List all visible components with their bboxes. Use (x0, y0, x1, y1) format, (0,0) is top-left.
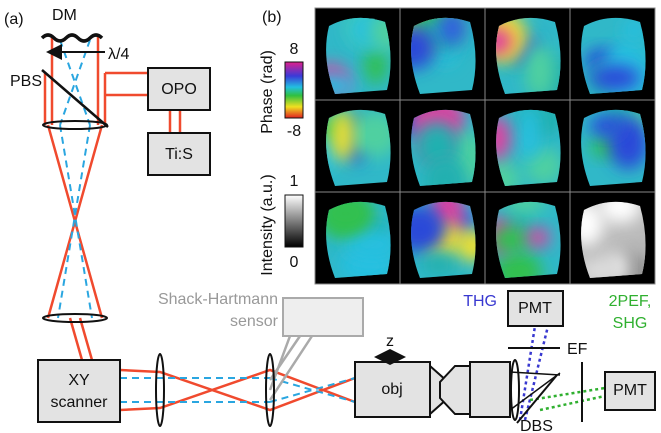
map-blob (589, 65, 641, 91)
map-blob (369, 17, 391, 52)
label: DM (52, 7, 77, 24)
pmt-box (507, 290, 564, 327)
phase-colorbar (284, 61, 304, 119)
pmt-box (604, 371, 656, 411)
label: Shack-Hartmann (158, 291, 278, 308)
map-blob (581, 201, 604, 247)
intensity-colorbar (284, 194, 304, 248)
colorbar-label: 8 (290, 41, 299, 58)
colorbar-label: 1 (290, 173, 299, 190)
label: OPO (161, 81, 197, 98)
panel-label: (b) (262, 9, 282, 26)
lens (265, 353, 275, 427)
shack-hartmann-box (282, 297, 364, 337)
label: sensor (230, 313, 279, 330)
label: z (386, 333, 394, 350)
map-blob (496, 27, 514, 56)
map-blob (598, 201, 642, 224)
colorbar-title: Intensity (a.u.) (259, 174, 276, 275)
phase-map (326, 201, 391, 278)
label: PBS (10, 73, 42, 90)
labels-a: (a) DM λ/4 PBS OPO Ti:S XY scanner Shack… (4, 7, 651, 433)
label: THG (463, 293, 497, 310)
condenser (439, 365, 471, 415)
condenser-box (469, 361, 511, 418)
lens (510, 359, 520, 421)
map-blob (496, 116, 511, 160)
colorbar-label: -8 (287, 123, 301, 140)
opo-box (147, 67, 211, 111)
phase-map (411, 201, 476, 278)
deformable-mirror (40, 33, 104, 43)
map-blob (623, 18, 645, 42)
label: obj (381, 381, 402, 398)
scanner-box (37, 359, 121, 423)
phase-map (581, 109, 646, 186)
map-blob (326, 137, 337, 173)
lens (42, 313, 108, 323)
map-blob (589, 115, 624, 137)
label: EF (567, 341, 588, 358)
map-blob (331, 110, 354, 162)
map-blob (496, 225, 532, 254)
panel-label: (a) (4, 11, 24, 28)
tis-box (147, 132, 211, 176)
label: PMT (518, 300, 552, 317)
label: 2PEF, (609, 293, 652, 310)
map-blob (344, 229, 391, 260)
map-blob (364, 46, 388, 85)
pbs-line (41, 69, 109, 128)
phase-map (496, 17, 561, 94)
phase-map (496, 201, 561, 278)
map-blob (411, 26, 436, 70)
label: SHG (613, 315, 648, 332)
label: scanner (51, 394, 109, 411)
phase-map (411, 109, 476, 186)
map-blob (411, 205, 446, 253)
lens (155, 353, 165, 427)
beam-paths (43, 35, 606, 421)
lens (42, 120, 108, 130)
phase-maps (314, 7, 656, 285)
map-blob (421, 252, 458, 276)
label: λ/4 (108, 46, 129, 63)
phase-map (581, 17, 646, 94)
dbs-line (516, 374, 558, 424)
label: Ti:S (165, 146, 193, 163)
map-blob (526, 227, 550, 248)
map-blob (524, 148, 561, 185)
colorbar-label: 0 (290, 254, 299, 271)
colorbars: (b) 8 -8 Phase (rad) 1 0 Intensity (a.u.… (259, 9, 304, 276)
colorbar-title: Phase (rad) (259, 50, 276, 134)
map-blob (496, 251, 543, 278)
map-blob (518, 109, 540, 160)
label: XY (68, 372, 90, 389)
map-blob (346, 111, 391, 158)
optics (37, 33, 656, 427)
map-blob (423, 156, 467, 186)
map-blob (503, 201, 546, 215)
phase-map (326, 109, 391, 186)
map-blob (503, 208, 532, 231)
label: PMT (613, 382, 647, 399)
label: DBS (520, 418, 553, 433)
map-blob (524, 43, 555, 94)
